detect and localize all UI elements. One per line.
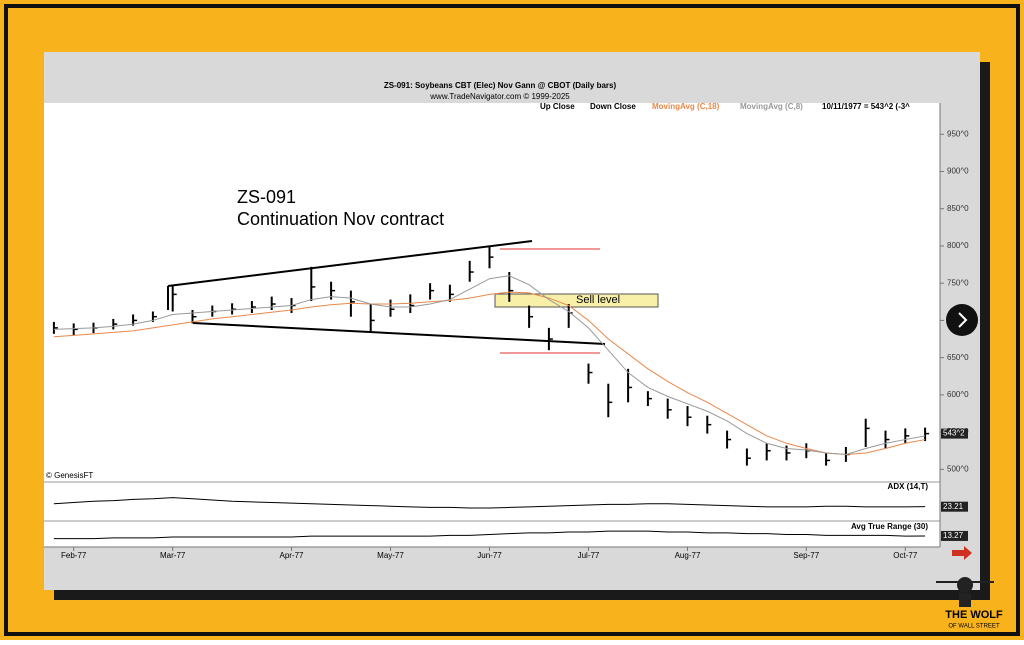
- value-badge: [941, 428, 968, 439]
- x-tick-label: Apr-77: [279, 551, 304, 560]
- value-label: 23.21: [943, 502, 964, 511]
- sell-box: [494, 293, 659, 308]
- brand-tagline: OF WALL STREET: [948, 624, 1000, 630]
- x-tick-label: Aug-77: [675, 551, 701, 560]
- chart-title: ZS-091: Soybeans CBT (Elec) Nov Gann @ C…: [384, 81, 617, 90]
- indicator-line: [53, 497, 926, 509]
- trendline: [167, 240, 533, 287]
- chart-subtitle: www.TradeNavigator.com © 1999-2025: [429, 92, 570, 101]
- next-icon: [958, 312, 968, 328]
- plot-area: [44, 103, 940, 547]
- next-button[interactable]: [946, 304, 978, 336]
- value-label: 543^2: [943, 429, 965, 438]
- value-badge: [941, 501, 968, 512]
- x-tick-label: Jul-77: [578, 551, 600, 560]
- pane-title: ADX (14,T): [888, 482, 929, 491]
- x-tick-label: Feb-77: [61, 551, 87, 560]
- x-tick-label: Jun-77: [477, 551, 502, 560]
- y-tick-label: 950^0: [947, 129, 969, 138]
- pane-title: Avg True Range (30): [851, 522, 928, 531]
- y-tick-label: 750^0: [947, 278, 969, 287]
- annotation: Continuation Nov contract: [237, 209, 444, 229]
- annotation: Sell level: [576, 294, 620, 306]
- legend-entry: MovingAvg (C,8): [740, 102, 803, 111]
- x-tick-label: Oct-77: [893, 551, 918, 560]
- arrow-icon: [952, 546, 972, 560]
- y-tick-label: 500^0: [947, 464, 969, 473]
- y-tick-label: 850^0: [947, 204, 969, 213]
- y-tick-label: 900^0: [947, 167, 969, 176]
- x-tick-label: Mar-77: [160, 551, 186, 560]
- x-tick-label: Sep-77: [793, 551, 819, 560]
- legend-entry: Up Close: [540, 102, 575, 111]
- logo-figure: [957, 577, 973, 593]
- moving-average: [53, 275, 926, 455]
- moving-average: [53, 291, 926, 455]
- status: 10/11/1977 = 543^2 (-3^: [822, 102, 910, 111]
- brand-name: THE WOLF: [945, 609, 1003, 621]
- value-label: 13.27: [943, 531, 964, 540]
- legend-entry: MovingAvg (C,18): [652, 102, 720, 111]
- x-tick-label: May-77: [377, 551, 404, 560]
- frame: [4, 4, 1020, 636]
- annotation: ZS-091: [237, 187, 296, 207]
- y-tick-label: 800^0: [947, 241, 969, 250]
- logo-figure: [959, 593, 971, 607]
- value-badge: [941, 530, 968, 541]
- trendline: [192, 322, 606, 345]
- legend-entry: Down Close: [590, 102, 636, 111]
- source: © GenesisFT: [46, 471, 93, 480]
- indicator-line: [53, 530, 926, 540]
- y-tick-label: 600^0: [947, 390, 969, 399]
- y-tick-label: 650^0: [947, 353, 969, 362]
